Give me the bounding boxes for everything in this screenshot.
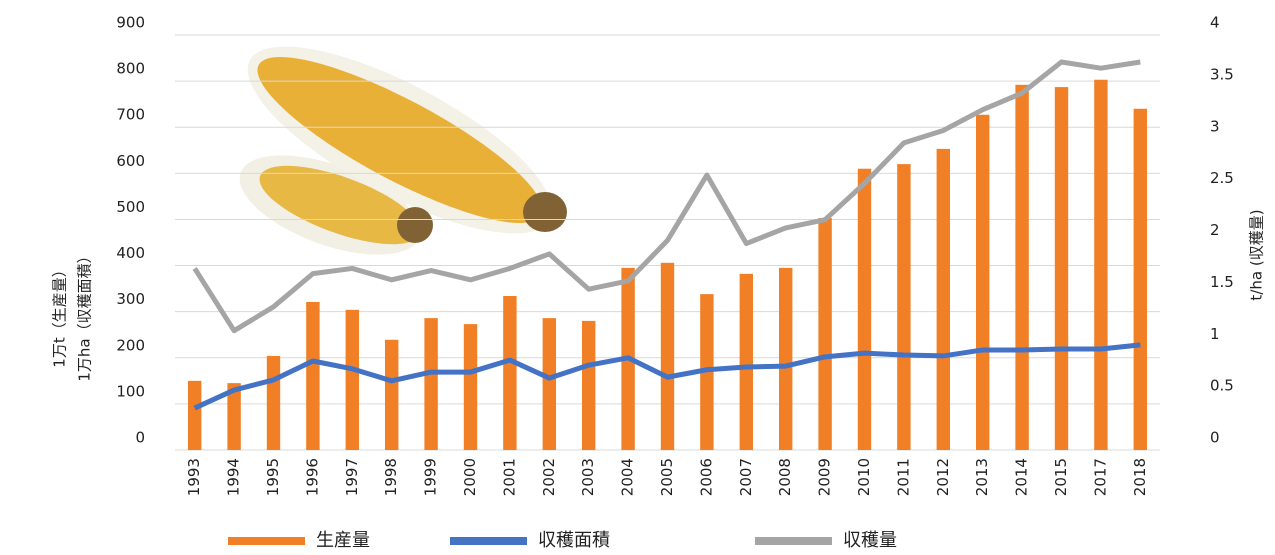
y-tick-label: 900 [116,14,145,32]
y-axis-label: 1万t（生産量） [51,262,69,367]
y-tick-label: 500 [116,198,145,216]
bar [1054,87,1069,450]
bar [463,324,478,450]
x-tick-label: 2014 [1013,458,1031,496]
x-tick-label: 2011 [894,458,912,496]
bar [306,301,320,450]
x-tick-label: 2013 [973,458,991,496]
bar [542,318,556,450]
y-tick-label: 700 [116,106,145,124]
bar [385,339,399,450]
x-tick-label: 2006 [697,458,715,496]
bar [424,318,438,450]
bar [660,262,675,450]
y2-tick-label: 0.5 [1210,377,1234,395]
bar [1094,79,1108,450]
y2-tick-label: 2 [1210,221,1220,239]
y-tick-label: 800 [116,60,145,78]
x-tick-label: 2005 [658,458,676,496]
y-tick-label: 400 [116,244,145,262]
y2-tick-label: 1.5 [1210,273,1234,291]
legend-swatch [228,537,305,545]
bar [897,164,911,450]
bar [227,383,241,450]
bar [976,114,990,451]
x-tick-label: 2008 [776,458,794,496]
bar [188,380,202,450]
x-tick-label: 2015 [1052,458,1070,496]
x-tick-label: 2010 [855,458,873,496]
x-tick-label: 2017 [1091,458,1109,496]
legend-swatch [755,537,832,545]
line-series [193,342,1141,411]
legend-swatch [450,537,527,545]
line-series [192,59,1141,334]
y-tick-label: 200 [116,336,145,354]
y2-tick-label: 3.5 [1210,65,1234,83]
x-tick-label: 1994 [225,458,243,496]
y2-tick-label: 4 [1210,14,1220,32]
y2-tick-label: 2.5 [1210,169,1234,187]
y-tick-label: 300 [116,290,145,308]
bar [818,218,832,450]
x-tick-label: 1999 [422,458,440,496]
y2-axis-label: t/ha (収穫量) [1248,209,1266,300]
bar [503,295,517,450]
y2-tick-label: 1 [1210,325,1220,343]
x-tick-label: 2002 [540,458,558,496]
bar [1133,108,1147,451]
x-tick-label: 2007 [737,458,755,496]
x-tick-label: 1995 [264,458,282,496]
x-tick-label: 1993 [185,458,203,496]
bar [345,309,359,450]
x-tick-label: 2004 [619,458,637,496]
corn-illustration [239,46,567,255]
x-tick-label: 1997 [343,458,361,496]
x-tick-label: 2003 [579,458,597,496]
bar [739,273,753,450]
legend-label: 生産量 [316,530,370,551]
y2-tick-label: 0 [1210,429,1220,447]
x-tick-label: 2009 [816,458,834,496]
x-tick-label: 1996 [303,458,321,496]
y-axis-label: 1万ha（収穫面積） [76,248,94,381]
x-tick-label: 1998 [382,458,400,496]
y2-tick-label: 3 [1210,117,1220,135]
x-tick-label: 2001 [500,458,518,496]
legend-label: 収穫面積 [538,530,610,551]
x-tick-label: 2018 [1131,458,1149,496]
x-tick-label: 2012 [934,458,952,496]
y-tick-label: 600 [116,152,145,170]
bar [857,168,872,450]
bar [266,355,281,450]
bar [582,320,596,450]
y-tick-label: 0 [135,429,145,447]
bar [779,267,793,450]
x-tick-label: 2000 [461,458,479,496]
bar [936,148,950,450]
bar [1015,84,1029,451]
y-tick-label: 100 [116,382,145,400]
legend-label: 収穫量 [843,530,897,551]
